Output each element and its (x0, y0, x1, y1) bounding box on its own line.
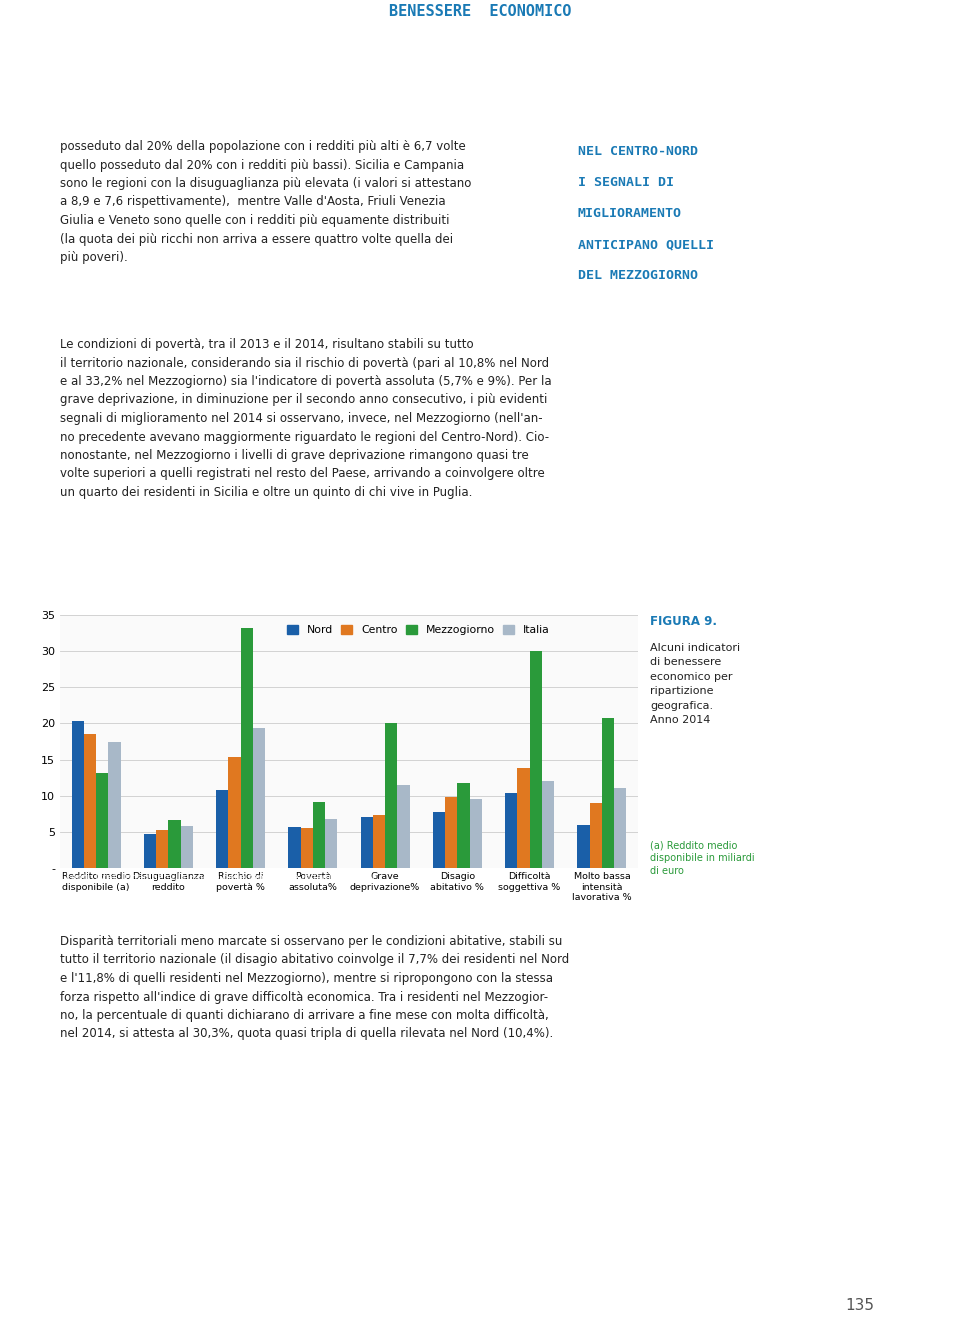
Bar (517, 767, 530, 868)
Bar (505, 792, 517, 868)
Bar (108, 742, 121, 868)
Bar (252, 728, 265, 868)
Bar (325, 819, 338, 868)
Bar (541, 782, 554, 868)
Bar (300, 828, 313, 868)
Text: FIGURA 9.: FIGURA 9. (650, 615, 717, 628)
Text: IL MEZZOGIORNO ANCORA INDIETRO RISPETTO AL CENTRO-NORD PER TUTTI: IL MEZZOGIORNO ANCORA INDIETRO RISPETTO … (67, 575, 483, 586)
Bar (589, 803, 602, 868)
Bar (216, 790, 228, 868)
Text: Fonti: Istat, Indagine sulle spese delle famiglie  e indagine Eu-Silc: Fonti: Istat, Indagine sulle spese delle… (66, 874, 377, 883)
Text: NEL CENTRO-NORD: NEL CENTRO-NORD (578, 145, 698, 157)
Bar (530, 651, 541, 868)
Legend: Nord, Centro, Mezzogiorno, Italia: Nord, Centro, Mezzogiorno, Italia (285, 623, 552, 638)
Text: MIGLIORAMENTO: MIGLIORAMENTO (578, 207, 682, 220)
Bar (577, 824, 589, 868)
Text: ANTICIPANO QUELLI: ANTICIPANO QUELLI (578, 237, 714, 251)
Bar (445, 798, 457, 868)
Bar (288, 827, 300, 868)
Bar (361, 816, 372, 868)
Bar (180, 826, 193, 868)
Bar (84, 734, 96, 868)
Text: DEL MEZZOGIORNO: DEL MEZZOGIORNO (578, 269, 698, 281)
Bar (168, 819, 180, 868)
Bar (72, 720, 84, 868)
Bar (228, 756, 241, 868)
Bar (433, 812, 445, 868)
Bar (241, 628, 252, 868)
Bar (156, 830, 168, 868)
Bar (469, 799, 482, 868)
Bar (614, 788, 627, 868)
Text: Disparità territoriali meno marcate si osservano per le condizioni abitative, st: Disparità territoriali meno marcate si o… (60, 935, 569, 1041)
Bar (457, 783, 469, 868)
Text: I SEGNALI DI: I SEGNALI DI (578, 176, 674, 189)
Text: 135: 135 (846, 1298, 875, 1313)
Text: (a) Reddito medio
disponibile in miliardi
di euro: (a) Reddito medio disponibile in miliard… (650, 840, 755, 876)
Text: Le condizioni di povertà, tra il 2013 e il 2014, risultano stabili su tutto
il t: Le condizioni di povertà, tra il 2013 e … (60, 338, 552, 499)
Bar (372, 815, 385, 868)
Text: BENESSERE  ECONOMICO: BENESSERE ECONOMICO (389, 4, 571, 19)
Bar (96, 774, 108, 868)
Text: GLI INDICATORI DI BENESSERE ECONOMICO: GLI INDICATORI DI BENESSERE ECONOMICO (67, 592, 307, 603)
Bar (397, 784, 410, 868)
Bar (144, 834, 156, 868)
Text: posseduto dal 20% della popolazione con i redditi più alti è 6,7 volte
quello po: posseduto dal 20% della popolazione con … (60, 140, 471, 264)
Text: Alcuni indicatori
di benessere
economico per
ripartizione
geografica.
Anno 2014: Alcuni indicatori di benessere economico… (650, 643, 740, 724)
Bar (313, 802, 325, 868)
Bar (602, 718, 614, 868)
Bar (385, 723, 397, 868)
